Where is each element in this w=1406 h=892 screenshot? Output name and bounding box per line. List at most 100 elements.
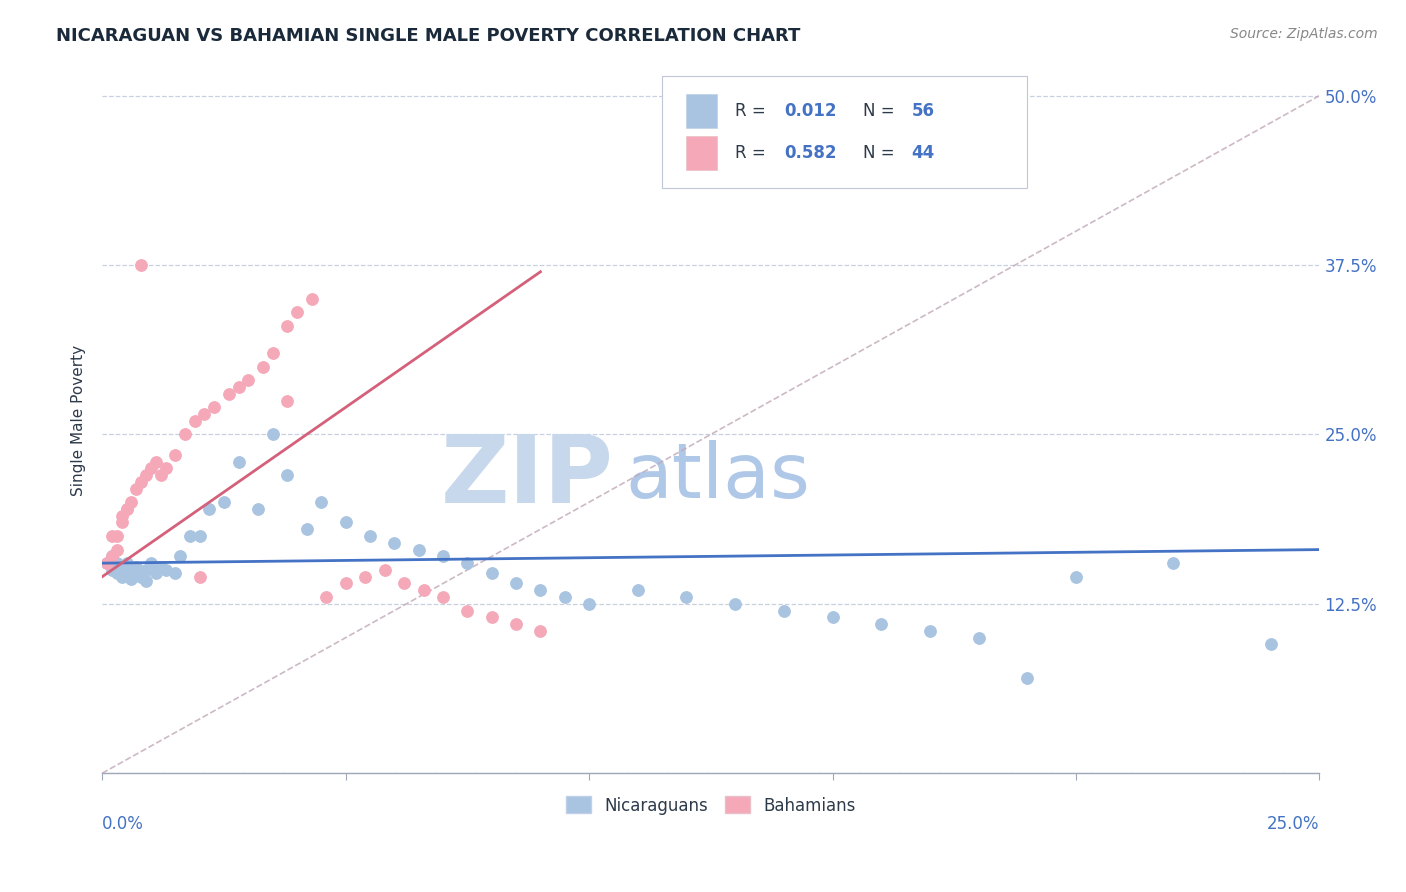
Text: R =: R = <box>735 145 770 162</box>
Point <box>335 516 357 530</box>
Point <box>135 468 157 483</box>
Point <box>202 401 225 415</box>
Point <box>1064 570 1087 584</box>
Point <box>105 529 128 543</box>
Point <box>139 556 162 570</box>
Point <box>139 461 162 475</box>
Text: 0.012: 0.012 <box>785 102 837 120</box>
Point <box>125 566 148 580</box>
Point <box>101 549 124 564</box>
Point <box>120 563 142 577</box>
Point <box>155 461 177 475</box>
Point <box>96 556 118 570</box>
Point <box>1017 671 1039 685</box>
Point <box>412 583 434 598</box>
Point <box>129 570 152 584</box>
Point <box>179 529 201 543</box>
Point <box>627 583 650 598</box>
Text: N =: N = <box>863 145 900 162</box>
Point <box>212 495 235 509</box>
Point <box>111 516 134 530</box>
Point <box>311 495 333 509</box>
Point <box>374 563 396 577</box>
Point <box>125 560 148 574</box>
Point <box>129 258 152 272</box>
Point <box>247 502 270 516</box>
Point <box>918 624 941 638</box>
Point <box>169 549 191 564</box>
Point <box>505 617 527 632</box>
Point <box>315 590 337 604</box>
Point <box>105 542 128 557</box>
Text: Source: ZipAtlas.com: Source: ZipAtlas.com <box>1230 27 1378 41</box>
Point <box>295 522 318 536</box>
Point <box>262 427 284 442</box>
Text: N =: N = <box>863 102 900 120</box>
Point <box>149 560 172 574</box>
Point <box>529 624 551 638</box>
Point <box>149 468 172 483</box>
Point <box>101 549 124 564</box>
Point <box>111 508 134 523</box>
Point <box>285 305 308 319</box>
Point <box>432 549 454 564</box>
Point <box>115 502 138 516</box>
Point <box>724 597 747 611</box>
Point <box>554 590 576 604</box>
Text: NICARAGUAN VS BAHAMIAN SINGLE MALE POVERTY CORRELATION CHART: NICARAGUAN VS BAHAMIAN SINGLE MALE POVER… <box>56 27 800 45</box>
Point <box>193 407 215 421</box>
Point <box>238 373 260 387</box>
Point <box>1260 637 1282 651</box>
Point <box>183 414 205 428</box>
Point <box>165 448 187 462</box>
Point <box>456 556 478 570</box>
Text: 0.0%: 0.0% <box>103 815 143 833</box>
Text: ZIP: ZIP <box>440 431 613 524</box>
Point <box>135 574 157 588</box>
Point <box>481 566 503 580</box>
Point <box>252 359 274 374</box>
Point <box>675 590 697 604</box>
Point <box>101 529 124 543</box>
Point <box>105 556 128 570</box>
Point <box>120 573 142 587</box>
Point <box>105 566 128 580</box>
Point <box>101 563 124 577</box>
Point <box>481 610 503 624</box>
Point <box>155 563 177 577</box>
Y-axis label: Single Male Poverty: Single Male Poverty <box>72 345 86 497</box>
Point <box>145 566 167 580</box>
Point <box>432 590 454 604</box>
Point <box>529 583 551 598</box>
Text: R =: R = <box>735 102 770 120</box>
Text: 44: 44 <box>911 145 935 162</box>
Point <box>188 529 211 543</box>
Point <box>392 576 415 591</box>
Point <box>198 502 221 516</box>
FancyBboxPatch shape <box>686 94 717 128</box>
FancyBboxPatch shape <box>686 136 717 170</box>
Point <box>145 454 167 468</box>
Point <box>276 393 298 408</box>
Point <box>1163 556 1185 570</box>
Point <box>228 380 250 394</box>
Point <box>505 576 527 591</box>
Point <box>354 570 377 584</box>
Point <box>218 386 240 401</box>
Point <box>115 566 138 580</box>
Point <box>821 610 844 624</box>
Point <box>262 346 284 360</box>
Point <box>129 566 152 580</box>
Point <box>382 536 405 550</box>
Point <box>773 603 796 617</box>
FancyBboxPatch shape <box>662 76 1028 188</box>
Point <box>125 482 148 496</box>
Point <box>115 502 138 516</box>
Point <box>174 427 197 442</box>
Point <box>111 560 134 574</box>
Point <box>228 454 250 468</box>
Point <box>408 542 430 557</box>
Text: atlas: atlas <box>626 441 810 514</box>
Point <box>276 468 298 483</box>
Point <box>276 318 298 333</box>
